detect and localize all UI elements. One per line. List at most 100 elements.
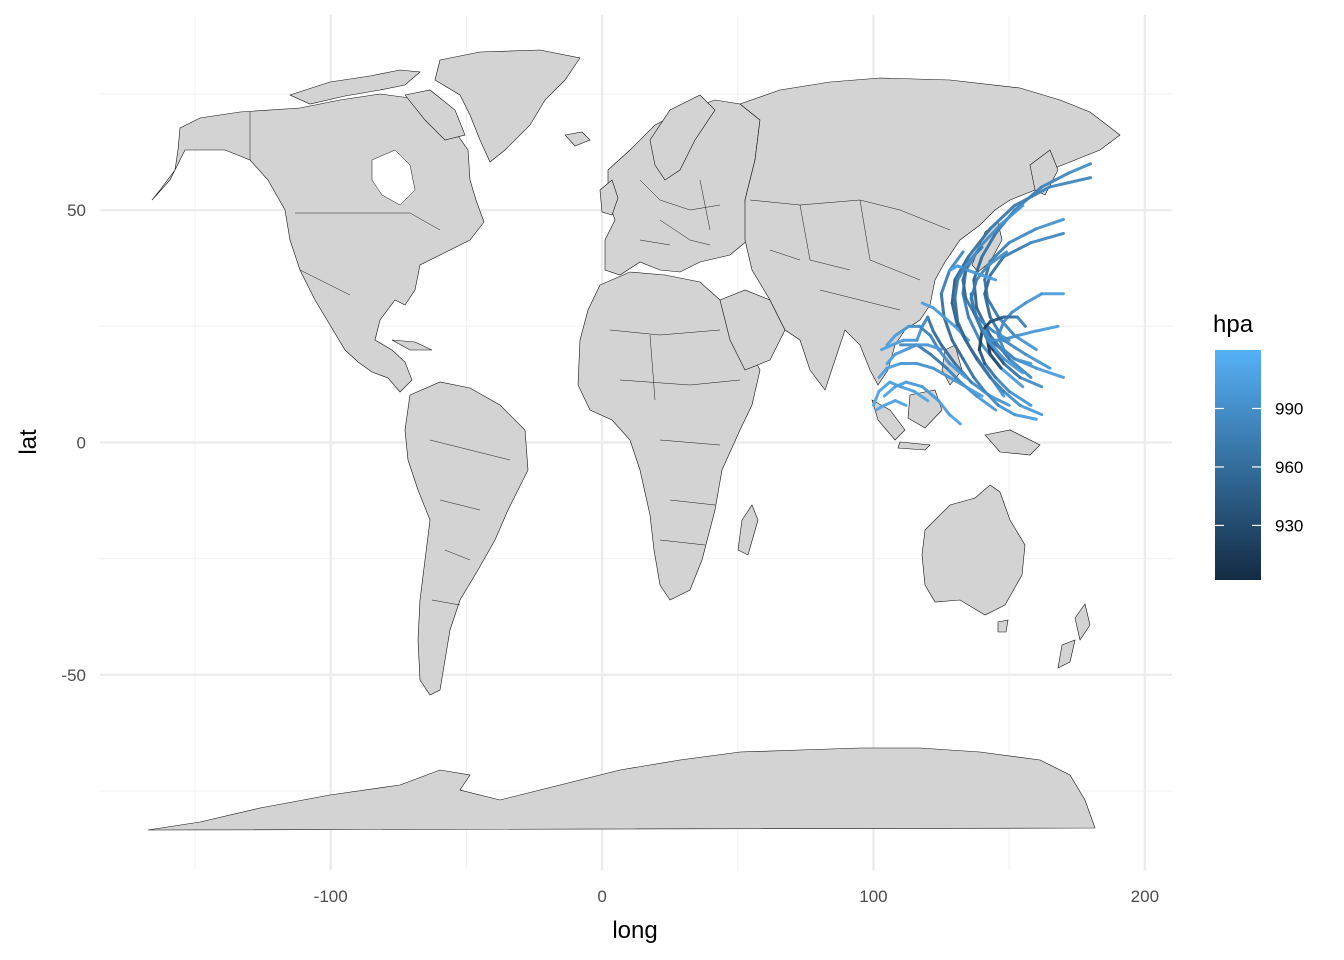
arabia (719, 289, 786, 371)
track-18 (885, 343, 943, 366)
track-3-segment-6 (977, 222, 1003, 249)
track-10-segment-1 (996, 403, 1017, 417)
track-2 (983, 217, 1065, 352)
track-12 (877, 362, 984, 398)
track-8-segment-6 (988, 315, 1006, 324)
track-7-segment-2 (991, 348, 1006, 366)
track-16-segment-5 (893, 324, 911, 338)
track-23-segment-9 (964, 250, 979, 268)
x-axis-title: long (612, 917, 657, 944)
track-14-segment-5 (926, 315, 935, 333)
track-20-segment-2 (975, 315, 989, 342)
africa-borders (609, 329, 741, 546)
track-18-segment-4 (885, 352, 897, 366)
new-zealand-south (1057, 639, 1076, 669)
track-1-segment-4 (950, 278, 957, 305)
track-3-segment-0 (999, 366, 1025, 389)
track-15-segment-2 (931, 306, 946, 319)
track-1-segment-8 (1013, 185, 1052, 208)
track-19-segment-1 (882, 399, 897, 407)
hudson-bay (371, 149, 416, 206)
british-isles (599, 179, 619, 216)
track-4-segment-5 (988, 255, 1006, 277)
tasmania (997, 619, 1009, 633)
track-4-segment-7 (1029, 231, 1065, 245)
borneo (907, 389, 943, 429)
track-0-segment-8 (1040, 171, 1071, 189)
europe-borders (639, 179, 721, 246)
cuba (391, 339, 433, 351)
track-17-segment-2 (888, 380, 903, 389)
track-14-segment-0 (988, 394, 1011, 407)
color-legend: hpa 930 960 990 (1213, 311, 1303, 580)
track-2-segment-5 (988, 241, 1011, 263)
track-13-segment-5 (882, 385, 897, 398)
asia (739, 77, 1121, 391)
iceland (564, 131, 591, 147)
track-10-segment-5 (950, 338, 965, 361)
track-23-segment-0 (1018, 403, 1044, 417)
track-14-segment-10 (880, 343, 894, 352)
x-tick-label-1: 0 (597, 887, 606, 906)
track-16-segment-3 (918, 324, 932, 338)
track-7-segment-1 (1002, 362, 1022, 379)
typhoon-tracks (871, 162, 1093, 426)
track-23-segment-4 (964, 338, 979, 361)
track-13-segment-0 (947, 413, 962, 426)
track-8 (977, 315, 1033, 407)
track-21 (983, 324, 1060, 342)
track-14-segment-6 (920, 315, 930, 328)
land-masses (147, 49, 1121, 831)
track-17-segment-0 (912, 389, 930, 403)
track-10-segment-0 (1013, 413, 1038, 421)
track-3-segment-3 (961, 292, 970, 319)
sumatra (871, 399, 906, 441)
track-20-segment-4 (969, 278, 979, 300)
track-23-segment-6 (953, 296, 960, 324)
track-19-segment-0 (893, 399, 908, 407)
baffin-island (404, 89, 466, 141)
x-tick-label-3: 200 (1131, 887, 1159, 906)
track-23-segment-2 (988, 375, 1006, 393)
track-0-segment-4 (972, 255, 984, 282)
track-12-segment-6 (877, 366, 889, 379)
legend-break-label-1: 960 (1275, 458, 1303, 477)
track-10-segment-9 (947, 250, 965, 273)
track-6-segment-1 (1023, 292, 1044, 305)
track-9-segment-2 (994, 343, 1017, 361)
scandinavia (649, 94, 716, 181)
track-21-segment-4 (983, 329, 992, 342)
arctic-islands (289, 69, 421, 105)
track-18-segment-2 (904, 343, 919, 352)
track-6-segment-4 (996, 320, 1006, 338)
track-23-segment-7 (953, 278, 960, 300)
track-1-segment-6 (966, 227, 992, 259)
track-19-segment-2 (874, 403, 886, 412)
track-1-segment-7 (988, 204, 1017, 231)
legend-title: hpa (1213, 311, 1254, 338)
track-10-segment-4 (961, 357, 976, 379)
track-4-segment-1 (1002, 338, 1027, 356)
y-tick-label-2: 50 (67, 201, 86, 220)
track-8-segment-2 (983, 362, 998, 379)
track-12-segment-3 (915, 362, 935, 370)
track-2-segment-0 (1013, 334, 1038, 352)
track-0-segment-0 (1007, 357, 1033, 379)
legend-color-bar (1215, 350, 1261, 580)
track-4-segment-0 (1023, 352, 1052, 370)
track-23-segment-1 (1002, 389, 1022, 407)
track-14-segment-3 (939, 343, 957, 366)
track-15 (920, 301, 970, 342)
track-17-segment-4 (871, 389, 881, 407)
track-10-segment-8 (939, 269, 951, 296)
track-0-segment-9 (1067, 162, 1093, 175)
y-axis-ticks: -50 0 50 (61, 201, 86, 685)
x-tick-label-0: -100 (314, 887, 348, 906)
track-21-segment-2 (999, 334, 1019, 342)
track-18-segment-3 (893, 348, 908, 356)
greenland (434, 49, 581, 163)
track-16-segment-1 (937, 348, 951, 366)
legend-breaks: 930 960 990 (1215, 399, 1303, 535)
track-20-segment-6 (985, 250, 1008, 268)
asia-borders (749, 199, 951, 311)
